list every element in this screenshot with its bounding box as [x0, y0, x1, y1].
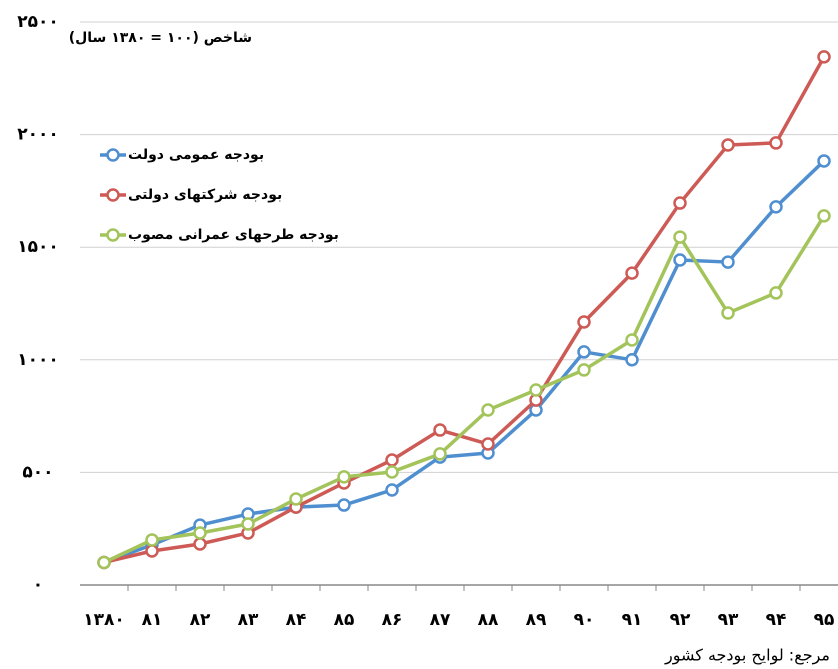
legend-label: بودجه شرکتهای دولتی [128, 187, 282, 203]
source-note: مرجع: لوایح بودجه کشور [664, 646, 830, 666]
x-tick-label: ۸۶ [382, 610, 403, 630]
data-point [385, 465, 399, 479]
data-point [625, 353, 639, 367]
data-point [721, 138, 735, 152]
y-tick-label: ۵۰۰ [22, 462, 53, 482]
y-tick-label: ۱۵۰۰ [17, 237, 59, 257]
data-point [673, 196, 687, 210]
data-point [625, 333, 639, 347]
data-point [289, 492, 303, 506]
chart-title: شاخص (۱۰۰ = ۱۳۸۰ سال) [69, 30, 252, 46]
data-point [673, 253, 687, 267]
data-point [769, 136, 783, 150]
data-point [817, 50, 831, 64]
x-tick-label: ۸۷ [430, 610, 451, 630]
data-point [193, 537, 207, 551]
legend-marker [106, 148, 120, 162]
x-tick-label: ۱۳۸۰ [83, 610, 125, 630]
data-point [721, 255, 735, 269]
y-tick-label: ۱۰۰۰ [17, 350, 59, 370]
x-tick-label: ۸۱ [142, 610, 163, 630]
data-point [577, 363, 591, 377]
x-tick-label: ۸۸ [478, 610, 499, 630]
x-tick-label: ۸۴ [286, 610, 307, 630]
x-tick-label: ۹۳ [718, 610, 739, 630]
data-point [721, 306, 735, 320]
data-point [817, 209, 831, 223]
data-point [577, 315, 591, 329]
series-line [103, 56, 826, 565]
data-point [433, 423, 447, 437]
data-point [481, 403, 495, 417]
legend-marker [106, 188, 120, 202]
data-point [481, 437, 495, 451]
data-point [769, 200, 783, 214]
data-point [145, 533, 159, 547]
data-point [529, 383, 543, 397]
data-point [337, 470, 351, 484]
data-point [385, 483, 399, 497]
legend-label: بودجه عمومی دولت [128, 147, 264, 163]
y-tick-label: ۲۵۰۰ [17, 12, 59, 32]
x-tick-label: ۹۴ [766, 610, 787, 630]
x-tick-label: ۸۵ [334, 610, 355, 630]
series-line [103, 159, 826, 565]
data-point [145, 544, 159, 558]
legend-label: بودجه طرحهای عمرانی مصوب [128, 227, 339, 243]
data-point [673, 230, 687, 244]
legend-marker [106, 228, 120, 242]
y-tick-label: ۲۰۰۰ [17, 125, 59, 145]
y-tick-label: ۰ [33, 575, 43, 595]
x-tick-label: ۸۲ [190, 610, 211, 630]
data-point [817, 154, 831, 168]
data-point [193, 526, 207, 540]
data-point [433, 447, 447, 461]
data-point [769, 286, 783, 300]
x-tick-label: ۸۹ [526, 610, 547, 630]
data-point [577, 345, 591, 359]
x-tick-label: ۹۵ [814, 610, 835, 630]
data-point [241, 517, 255, 531]
data-point [97, 555, 111, 570]
series-line [103, 214, 826, 565]
data-point [337, 498, 351, 512]
data-point [625, 266, 639, 280]
x-tick-label: ۸۳ [238, 610, 259, 630]
x-tick-label: ۹۰ [574, 610, 595, 630]
data-point [385, 453, 399, 467]
x-tick-label: ۹۱ [622, 610, 643, 630]
x-tick-label: ۹۲ [670, 610, 691, 630]
